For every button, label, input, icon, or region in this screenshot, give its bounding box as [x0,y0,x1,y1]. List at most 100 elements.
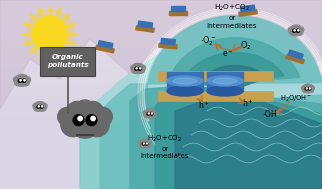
Bar [0,84,322,88]
Polygon shape [40,102,43,104]
Circle shape [145,143,148,145]
Ellipse shape [207,86,243,96]
Circle shape [21,75,28,82]
Text: e$^-$: e$^-$ [222,49,234,59]
Bar [0,48,322,52]
Polygon shape [19,75,22,77]
Circle shape [37,102,43,107]
Text: $\cdot$O$_2^-$: $\cdot$O$_2^-$ [200,35,216,49]
Bar [0,20,322,24]
Polygon shape [0,0,322,109]
Circle shape [151,113,153,114]
Circle shape [85,112,109,137]
Polygon shape [85,101,95,109]
Circle shape [26,10,74,58]
Circle shape [19,74,25,81]
Polygon shape [175,65,322,189]
Circle shape [20,80,21,81]
Circle shape [144,112,150,118]
Circle shape [149,109,155,115]
Circle shape [304,84,309,90]
Circle shape [139,142,145,148]
Text: h$^+$: h$^+$ [242,97,254,109]
Polygon shape [308,84,310,86]
Circle shape [81,101,104,124]
Circle shape [131,65,136,70]
Bar [0,100,322,104]
Bar [0,8,322,12]
Circle shape [139,141,143,145]
Circle shape [42,106,43,107]
Circle shape [14,77,19,83]
Circle shape [288,27,294,33]
Circle shape [308,88,311,90]
Bar [0,36,322,40]
Bar [0,76,322,80]
Ellipse shape [167,86,203,96]
Circle shape [22,79,26,82]
Circle shape [131,67,138,73]
Bar [0,44,322,48]
Circle shape [75,100,95,120]
Polygon shape [75,101,85,109]
Polygon shape [100,16,322,189]
Polygon shape [169,11,187,15]
Circle shape [135,67,138,70]
Bar [207,72,243,91]
Bar [0,4,322,8]
Circle shape [42,104,47,108]
Circle shape [86,115,97,125]
FancyBboxPatch shape [41,46,96,75]
Circle shape [293,25,299,31]
Polygon shape [98,41,113,48]
Polygon shape [288,50,303,59]
Polygon shape [135,64,138,66]
Circle shape [61,112,85,137]
Bar [0,72,322,76]
Bar [0,24,322,28]
Circle shape [33,104,38,108]
Circle shape [308,87,314,93]
Circle shape [306,88,308,89]
Bar [158,71,273,81]
Circle shape [35,102,41,108]
Circle shape [137,64,143,70]
Polygon shape [147,109,150,111]
Circle shape [32,16,68,52]
Circle shape [68,104,102,138]
Bar [0,28,322,32]
Circle shape [291,26,301,36]
Circle shape [142,143,145,145]
Text: Organic
pollutants: Organic pollutants [47,54,89,68]
Bar [0,68,322,72]
Bar [167,72,203,91]
Circle shape [310,86,314,90]
Bar [0,56,322,60]
Circle shape [22,78,30,86]
Text: H$_2$O+CO$_2$
or
Intermediates: H$_2$O+CO$_2$ or Intermediates [141,134,189,159]
Polygon shape [155,53,322,189]
Polygon shape [80,34,322,189]
Circle shape [138,67,145,73]
Bar [0,104,322,108]
Circle shape [136,68,137,69]
Circle shape [289,29,296,36]
Polygon shape [80,115,322,189]
Circle shape [141,139,146,145]
Circle shape [40,105,43,108]
Circle shape [147,112,150,115]
Polygon shape [138,64,141,66]
Circle shape [93,107,112,126]
Polygon shape [150,109,152,111]
Circle shape [146,110,154,118]
Bar [0,52,322,56]
Bar [158,91,273,101]
Circle shape [309,88,310,89]
Polygon shape [22,75,25,77]
Circle shape [14,78,22,86]
Circle shape [133,64,143,74]
Circle shape [307,84,312,90]
Circle shape [143,139,147,144]
Polygon shape [96,45,114,53]
Circle shape [305,88,308,90]
